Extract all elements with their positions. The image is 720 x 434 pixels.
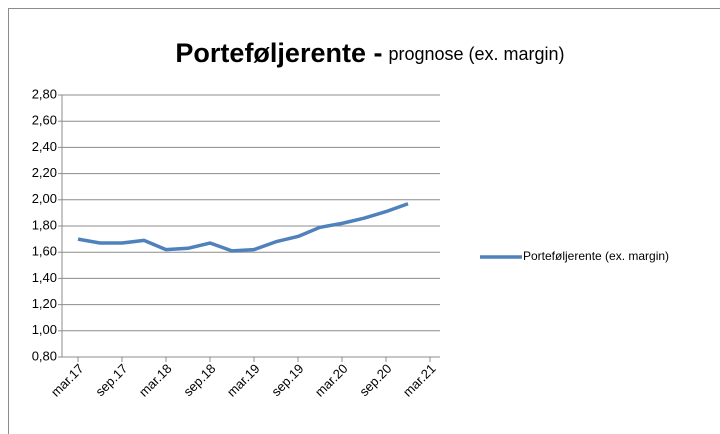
legend-label: Porteføljerente (ex. margin) — [523, 249, 669, 263]
y-tick-label: 2,20 — [32, 165, 57, 180]
y-tick-label: 2,40 — [32, 139, 57, 154]
y-tick-label: 1,40 — [32, 270, 57, 285]
chart-title-group: Porteføljerente - prognose (ex. margin) — [175, 38, 564, 68]
y-tick-label: 1,80 — [32, 217, 57, 232]
y-tick-label: 0,80 — [32, 348, 57, 363]
y-tick-label: 2,60 — [32, 113, 57, 128]
y-tick-label: 2,00 — [32, 191, 57, 206]
y-tick-label: 1,20 — [32, 296, 57, 311]
data-line — [77, 202, 409, 253]
y-tick-label: 1,00 — [32, 322, 57, 337]
chart-frame — [8, 8, 720, 434]
y-tick-label: 1,60 — [32, 244, 57, 259]
y-tick-label: 2,80 — [32, 86, 57, 101]
chart-subtitle: prognose (ex. margin) — [388, 44, 564, 64]
chart-title: Porteføljerente - — [175, 38, 382, 68]
